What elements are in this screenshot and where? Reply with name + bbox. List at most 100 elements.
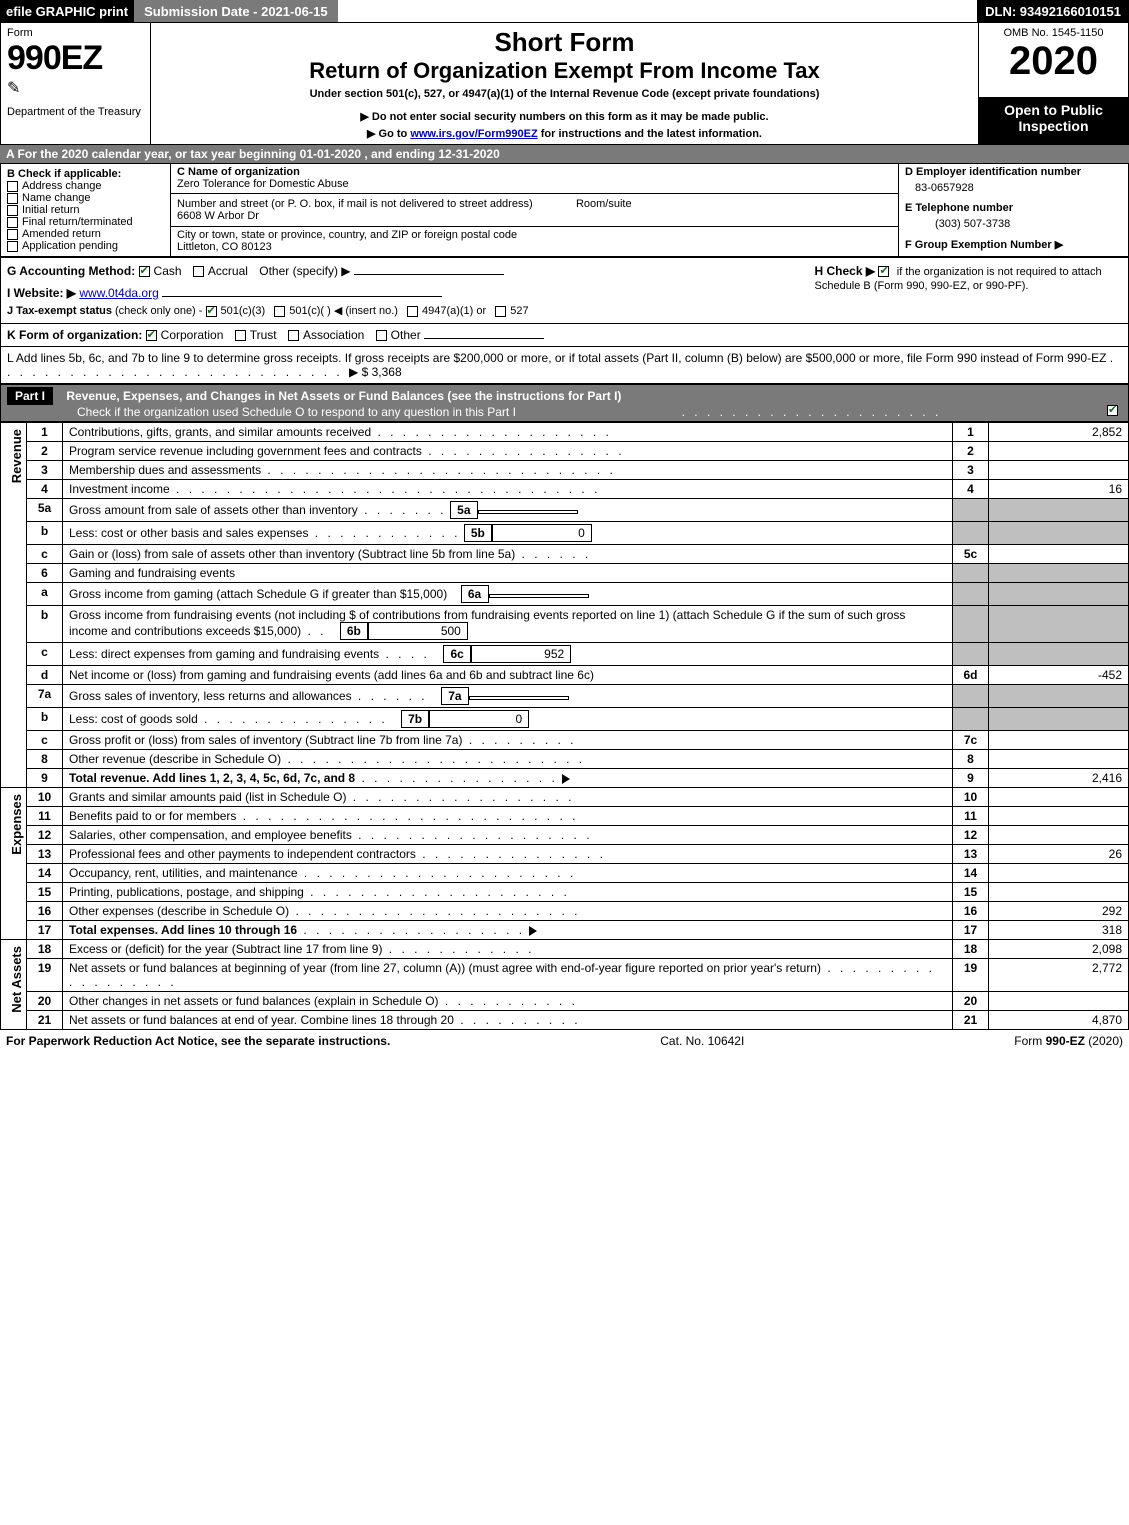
row-7b: b Less: cost of goods sold . . . . . . .… [1,708,1129,731]
city-value: Littleton, CO 80123 [177,241,892,253]
row-11: 11 Benefits paid to or for members . . .… [1,807,1129,826]
h-label: H Check ▶ [815,264,876,278]
chk-final[interactable]: Final return/terminated [7,216,164,228]
row-4: 4 Investment income . . . . . . . . . . … [1,480,1129,499]
topbar-spacer [338,0,978,22]
part1-label: Part I [7,387,53,405]
g-label: G Accounting Method: [7,264,135,278]
i-label: I Website: ▶ [7,286,76,300]
goto-prefix: ▶ Go to [367,128,410,140]
short-form-title: Short Form [157,27,972,58]
top-bar: efile GRAPHIC print Submission Date - 20… [0,0,1129,22]
ssn-warning: ▶ Do not enter social security numbers o… [157,110,972,123]
city-label: City or town, state or province, country… [177,229,892,241]
row-6: 6 Gaming and fundraising events [1,564,1129,583]
row-6c: c Less: direct expenses from gaming and … [1,643,1129,666]
title-cell: Short Form Return of Organization Exempt… [151,23,979,145]
row-3: 3 Membership dues and assessments . . . … [1,461,1129,480]
j-note: (check only one) - [115,305,202,317]
j-label: J Tax-exempt status [7,305,112,317]
ein-value: 83-0657928 [915,182,1122,194]
box-c-street: Number and street (or P. O. box, if mail… [171,194,899,226]
footer-right: Form 990-EZ (2020) [1014,1034,1123,1048]
l-text: L Add lines 5b, 6c, and 7b to line 9 to … [7,351,1106,365]
chk-pending[interactable]: Application pending [7,240,164,252]
k-trust[interactable]: Trust [235,328,277,342]
line-l: L Add lines 5b, 6c, and 7b to line 9 to … [1,347,1129,384]
irs-link[interactable]: www.irs.gov/Form990EZ [410,128,537,140]
row-7a: 7a Gross sales of inventory, less return… [1,685,1129,708]
box-b: B Check if applicable: Address change Na… [1,164,171,257]
part1-sub: Check if the organization used Schedule … [77,405,516,419]
ein-label: D Employer identification number [905,166,1122,178]
j-501c[interactable]: 501(c)( ) ◀ (insert no.) [274,305,398,317]
footer: For Paperwork Reduction Act Notice, see … [0,1030,1129,1052]
part1-check[interactable] [1107,405,1118,416]
chk-amended[interactable]: Amended return [7,228,164,240]
room-label: Room/suite [576,198,632,210]
k-other[interactable]: Other [376,328,421,342]
phone-value: (303) 507-3738 [935,218,1122,230]
revenue-label: Revenue [1,423,27,788]
row-12: 12 Salaries, other compensation, and emp… [1,826,1129,845]
goto-note: ▶ Go to www.irs.gov/Form990EZ for instru… [157,127,972,140]
entity-table: B Check if applicable: Address change Na… [0,163,1129,257]
chk-address[interactable]: Address change [7,180,164,192]
row-18: Net Assets 18 Excess or (deficit) for th… [1,940,1129,959]
period-bar: A For the 2020 calendar year, or tax yea… [0,145,1129,163]
row-7c: c Gross profit or (loss) from sales of i… [1,731,1129,750]
l-amount: ▶ $ 3,368 [349,365,402,379]
k-corp[interactable]: Corporation [146,328,224,342]
arrow-icon [529,926,537,936]
efile-label: efile GRAPHIC print [0,0,134,22]
j-4947[interactable]: 4947(a)(1) or [407,305,486,317]
chk-name[interactable]: Name change [7,192,164,204]
form-id-cell: Form 990EZ ✎ Department of the Treasury [1,23,151,145]
row-6a: a Gross income from gaming (attach Sched… [1,583,1129,606]
row-19: 19 Net assets or fund balances at beginn… [1,959,1129,992]
row-13: 13 Professional fees and other payments … [1,845,1129,864]
street-label: Number and street (or P. O. box, if mail… [177,198,533,210]
row-6b: b Gross income from fundraising events (… [1,606,1129,643]
footer-mid: Cat. No. 10642I [660,1034,744,1048]
g-cash[interactable]: Cash [139,264,182,278]
n1: 1 [27,423,63,442]
part1-row: Part I Revenue, Expenses, and Changes in… [1,385,1129,422]
goto-suffix: for instructions and the latest informat… [541,128,762,140]
part1-heading: Revenue, Expenses, and Changes in Net As… [66,389,621,403]
open-public: Open to Public Inspection [979,98,1129,145]
line-k: K Form of organization: Corporation Trus… [1,324,1129,347]
row-17: 17 Total expenses. Add lines 10 through … [1,921,1129,940]
k-assoc[interactable]: Association [288,328,364,342]
a1: 2,852 [989,423,1129,442]
row-10: Expenses 10 Grants and similar amounts p… [1,788,1129,807]
part1-header: Part I Revenue, Expenses, and Changes in… [0,384,1129,422]
box-c-city: City or town, state or province, country… [171,226,899,256]
g-accrual[interactable]: Accrual [193,264,248,278]
g-other[interactable]: Other (specify) ▶ [259,264,504,278]
j-501c3[interactable]: 501(c)(3) [206,305,266,317]
return-title: Return of Organization Exempt From Incom… [157,58,972,84]
submission-date: Submission Date - 2021-06-15 [134,0,338,22]
row-1: Revenue 1 Contributions, gifts, grants, … [1,423,1129,442]
form-number: 990EZ [7,39,144,78]
org-name: Zero Tolerance for Domestic Abuse [177,178,892,190]
chk-initial[interactable]: Initial return [7,204,164,216]
row-5a: 5a Gross amount from sale of assets othe… [1,499,1129,522]
header-table: Form 990EZ ✎ Department of the Treasury … [0,22,1129,145]
form-word: Form [7,27,144,39]
h-checkbox[interactable] [878,266,889,277]
row-14: 14 Occupancy, rent, utilities, and maint… [1,864,1129,883]
row-6d: d Net income or (loss) from gaming and f… [1,666,1129,685]
footer-left: For Paperwork Reduction Act Notice, see … [6,1034,390,1048]
row-21: 21 Net assets or fund balances at end of… [1,1011,1129,1030]
omb-cell: OMB No. 1545-1150 2020 [979,23,1129,98]
street-value: 6608 W Arbor Dr [177,210,892,222]
website-link[interactable]: www.0t4da.org [79,286,158,300]
row-20: 20 Other changes in net assets or fund b… [1,992,1129,1011]
row-16: 16 Other expenses (describe in Schedule … [1,902,1129,921]
org-name-label: C Name of organization [177,166,892,178]
subtitle: Under section 501(c), 527, or 4947(a)(1)… [157,88,972,100]
j-527[interactable]: 527 [495,305,528,317]
k-label: K Form of organization: [7,328,142,342]
